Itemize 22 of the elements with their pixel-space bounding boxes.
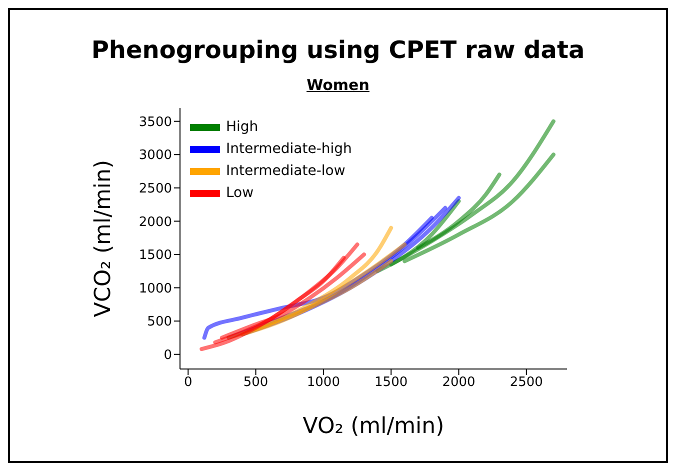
y-tick-label: 2000 xyxy=(138,214,172,230)
x-tick-label: 1000 xyxy=(306,375,340,390)
legend-label: Intermediate-low xyxy=(226,163,346,179)
legend-label: Low xyxy=(226,185,254,201)
y-tick-label: 1500 xyxy=(138,248,172,264)
x-tick-label: 2500 xyxy=(510,375,543,390)
y-tick-label: 3000 xyxy=(138,148,172,164)
y-tick-label: 0 xyxy=(164,348,172,363)
y-tick-label: 500 xyxy=(147,314,172,330)
legend-label: High xyxy=(226,119,258,135)
y-tick-label: 2500 xyxy=(138,182,172,197)
legend-label: Intermediate-high xyxy=(226,141,352,157)
chart-subtitle: Women xyxy=(306,76,370,94)
chart-title: Phenogrouping using CPET raw data xyxy=(90,36,586,64)
x-tick-label: 500 xyxy=(243,375,268,390)
y-axis-title: VCO₂ (ml/min) xyxy=(90,160,116,318)
y-tick-label: 1000 xyxy=(138,281,172,296)
x-tick-label: 1500 xyxy=(374,375,408,390)
x-tick-label: 0 xyxy=(184,375,192,390)
x-tick-label: 2000 xyxy=(442,375,476,390)
x-axis-title: VO₂ (ml/min) xyxy=(302,414,444,439)
y-tick-label: 3500 xyxy=(138,114,172,130)
